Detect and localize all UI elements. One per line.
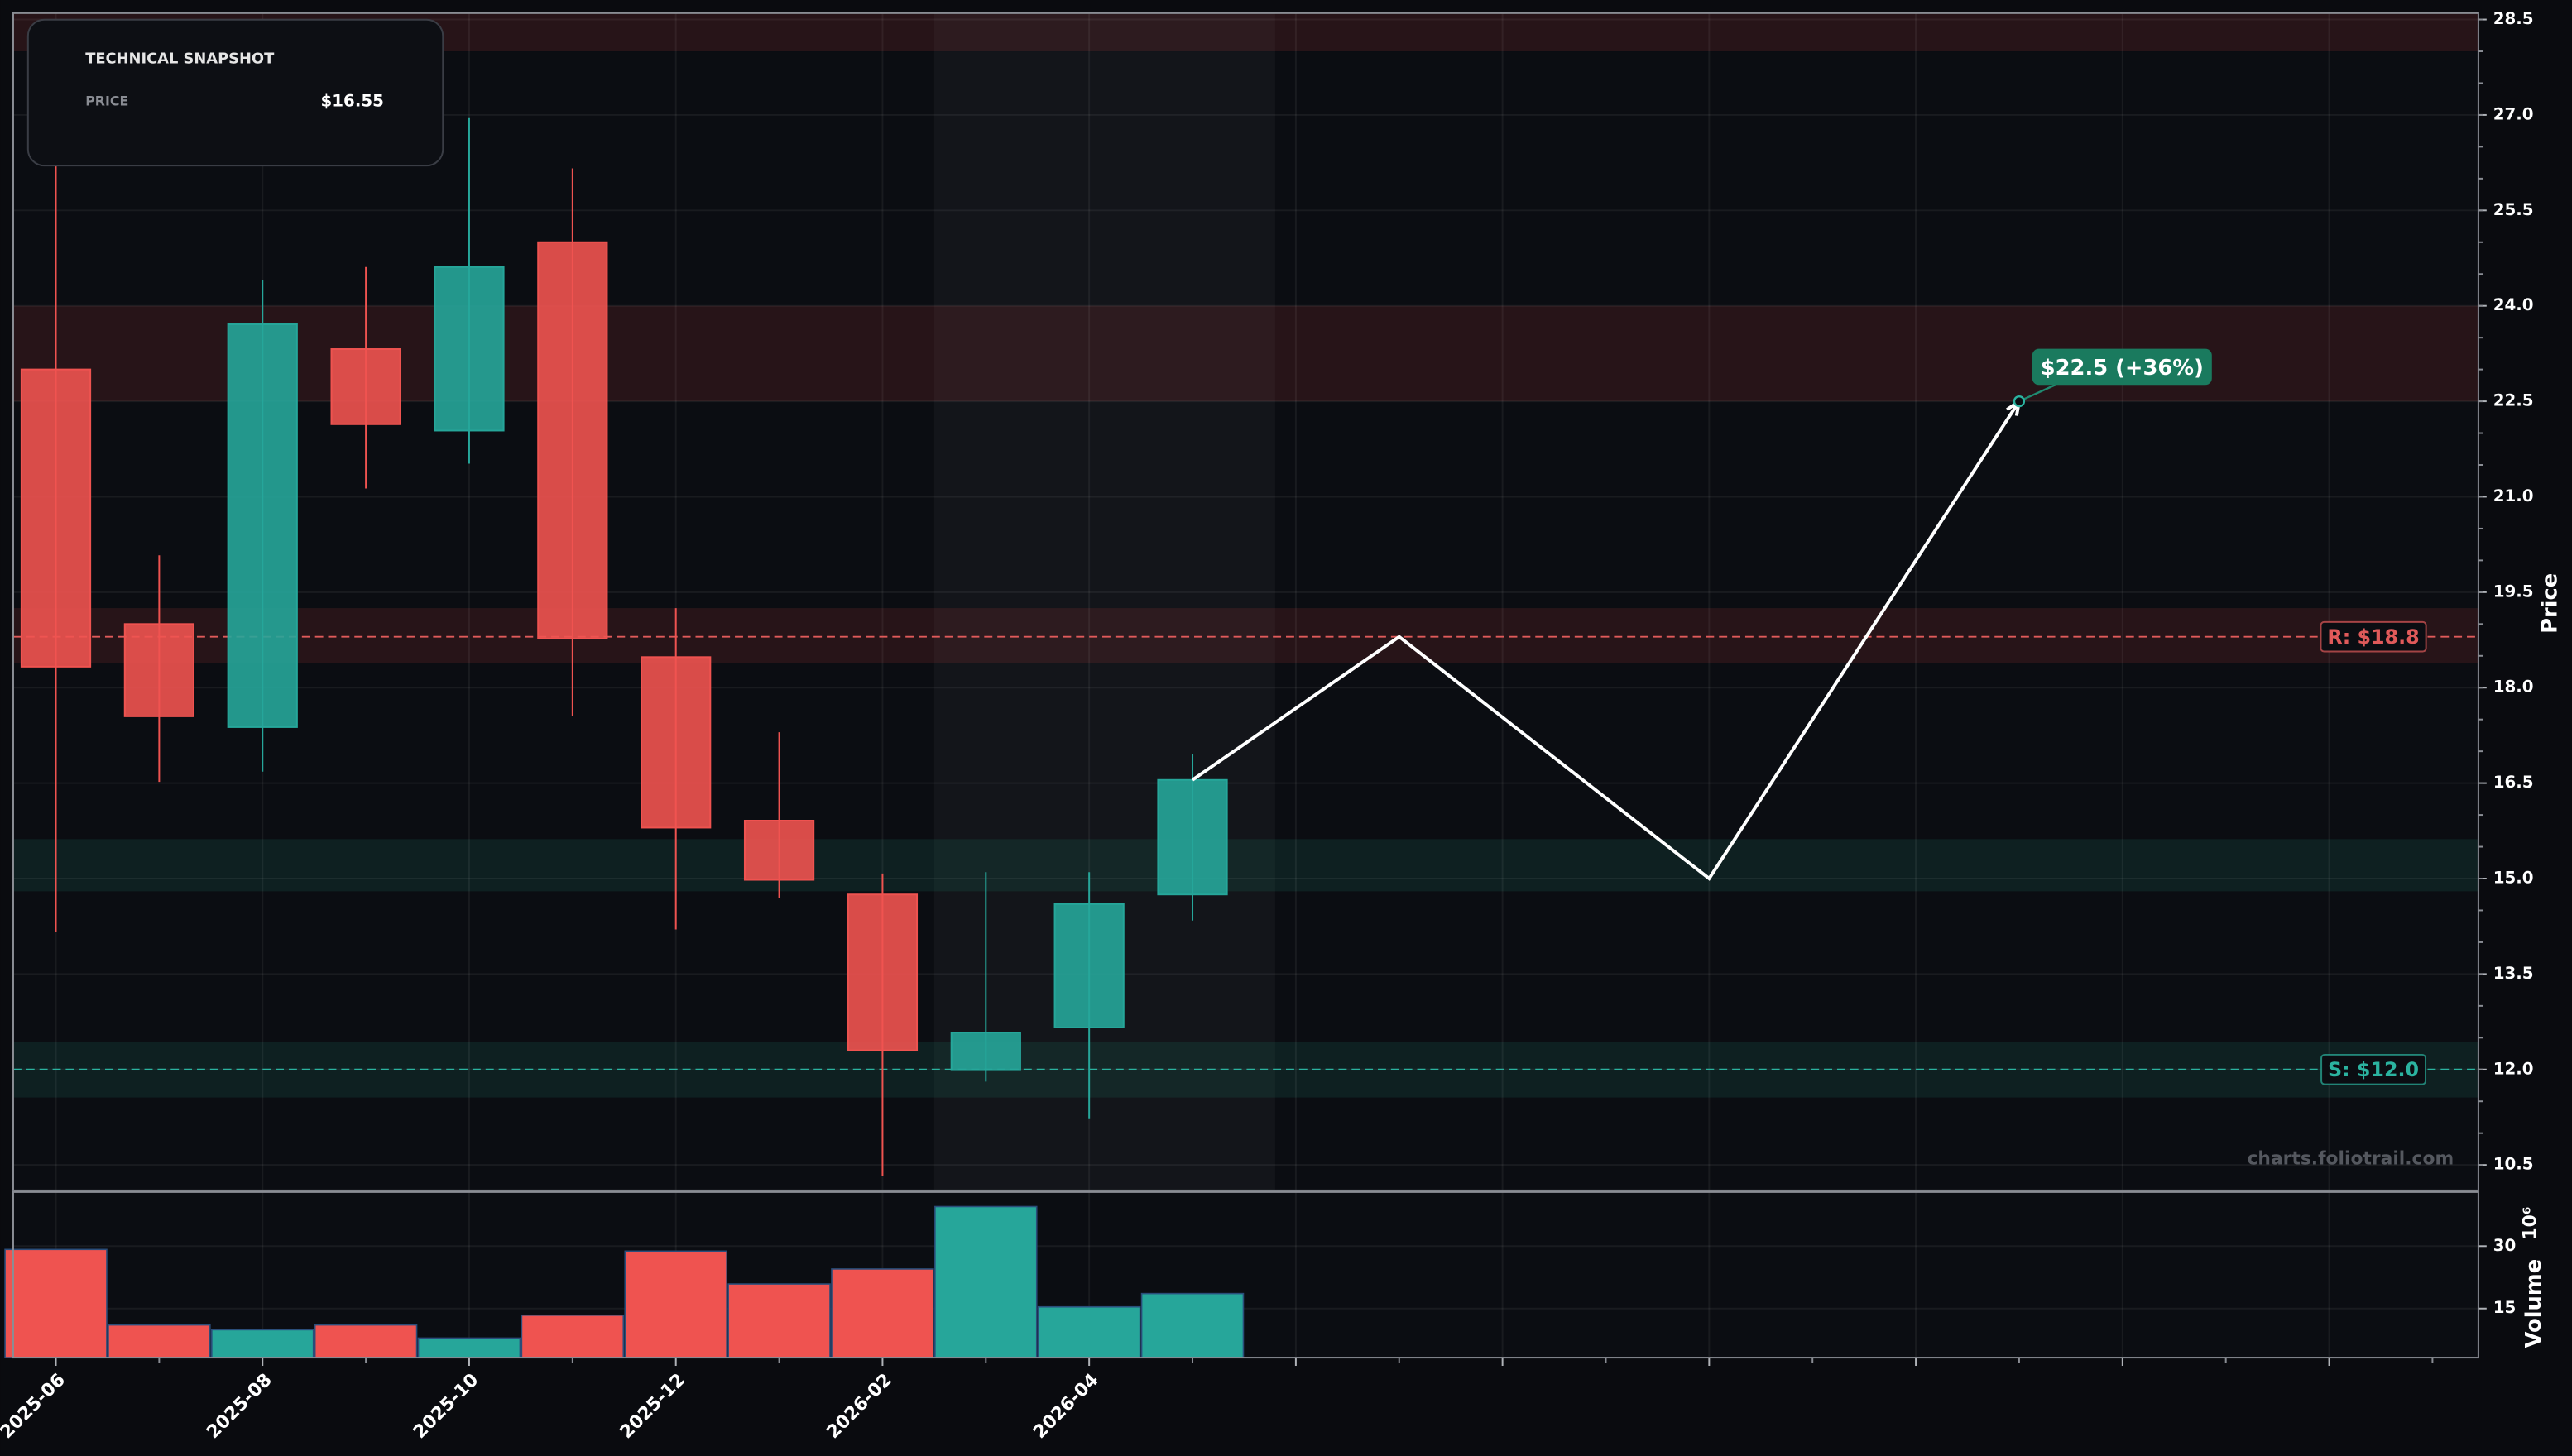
volume-bar [108, 1324, 211, 1358]
price-panel [12, 12, 2478, 1190]
snapshot-price-label: PRICE [85, 93, 128, 108]
volume-frame [12, 1190, 2479, 1359]
y-tick-label: 22.5 [2493, 391, 2534, 410]
candle-body [847, 893, 919, 1051]
candle-body [20, 368, 92, 668]
volume-axis-label: Volume [2522, 1259, 2546, 1348]
volume-bar [314, 1324, 418, 1358]
volume-bar [934, 1205, 1038, 1358]
support-label: S: $12.0 [2328, 1058, 2419, 1081]
target-connector [2018, 384, 2056, 403]
volume-bar [211, 1329, 314, 1358]
y-tick-label: 27.0 [2493, 104, 2534, 123]
snapshot-title: TECHNICAL SNAPSHOT [85, 50, 275, 67]
volume-bar [4, 1248, 108, 1358]
zone [12, 608, 2478, 664]
resistance-label-box [2320, 620, 2427, 653]
volume-bar [1037, 1305, 1141, 1358]
plot-layer: 10.5 12.0 13.5 15.0 16.5 18.0 19.5 21.0 22.5 24.0… [0, 9, 2534, 1443]
volume-bar [521, 1314, 625, 1358]
price-frame [12, 12, 2479, 1191]
y-tick-label: 25.5 [2493, 200, 2534, 219]
volume-bar [831, 1268, 934, 1358]
y-tick-label: 21.0 [2493, 486, 2534, 505]
y-tick-label: 13.5 [2493, 964, 2534, 983]
volume-tick-label: 15 [2493, 1298, 2517, 1317]
y-tick-label: 24.0 [2493, 295, 2534, 314]
watermark: charts.foliotrail.com [2248, 1148, 2454, 1169]
candle-body [537, 241, 608, 639]
candle-body [641, 656, 712, 829]
y-tick-label: 16.5 [2493, 773, 2534, 792]
target-label-box [2032, 348, 2212, 386]
y-tick-label: 28.5 [2493, 9, 2534, 28]
projection-line [1191, 400, 2021, 881]
y-axis-label: Price [2538, 573, 2563, 634]
volume-panel [12, 1191, 2478, 1358]
volume-tick-label: 30 [2493, 1236, 2517, 1255]
support-label-box [2320, 1053, 2427, 1085]
candle-body [123, 623, 194, 717]
y-tick-label: 12.0 [2493, 1059, 2534, 1078]
volume-scale-label: 10⁶ [2520, 1207, 2541, 1240]
y-tick-label: 10.5 [2493, 1155, 2534, 1174]
resistance-label: R: $18.8 [2327, 625, 2419, 649]
target-label: $22.5 (+36%) [2041, 356, 2204, 381]
candle-body [950, 1032, 1021, 1071]
y-tick-label: 18.0 [2493, 678, 2534, 697]
candle-body [1157, 778, 1228, 896]
candle-body [1053, 903, 1125, 1028]
volume-bar [1140, 1292, 1245, 1358]
candle-body [227, 323, 298, 728]
candle-body [434, 266, 505, 432]
y-tick-label: 15.0 [2493, 868, 2534, 887]
target-point [2013, 395, 2026, 408]
volume-bar [417, 1337, 521, 1358]
volume-bar [624, 1250, 727, 1358]
snapshot-price: $16.55 [321, 91, 384, 110]
snapshot-box [26, 18, 444, 167]
volume-bar [727, 1283, 831, 1358]
candle-body [330, 348, 401, 425]
zone [12, 839, 2478, 892]
candle-body [743, 820, 815, 881]
y-tick-label: 19.5 [2493, 582, 2534, 601]
